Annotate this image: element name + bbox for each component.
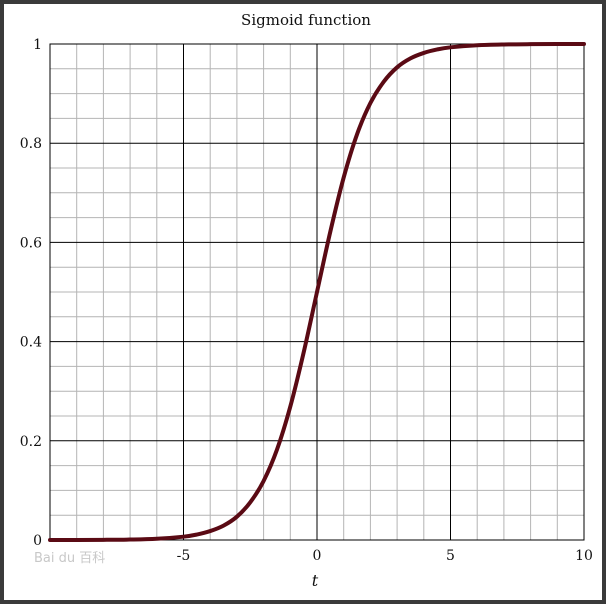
x-tick-label: 0 — [313, 548, 322, 564]
y-tick-labels: 0 0.2 0.4 0.6 0.8 1 — [20, 37, 42, 549]
y-tick-label: 0.2 — [20, 434, 42, 450]
baidu-watermark: Bai du 百科 — [34, 551, 105, 566]
x-tick-label: -5 — [177, 548, 191, 564]
chart-title: Sigmoid function — [241, 11, 371, 29]
chart-frame: -5 0 5 10 0 0.2 0.4 0.6 0.8 1 Sigmoid function t… — [4, 4, 602, 600]
y-tick-label: 0.6 — [20, 235, 42, 251]
sigmoid-chart: -5 0 5 10 0 0.2 0.4 0.6 0.8 1 Sigmoid function t… — [20, 11, 593, 590]
y-tick-label: 0.8 — [20, 136, 42, 152]
x-tick-label: 5 — [446, 548, 455, 564]
y-tick-label: 1 — [33, 37, 42, 53]
x-tick-labels: -5 0 5 10 — [177, 548, 593, 564]
x-axis-label: t — [312, 571, 319, 590]
x-tick-label: 10 — [575, 548, 593, 564]
sigmoid-curve — [48, 42, 586, 542]
plot-border — [49, 43, 585, 541]
y-tick-label: 0 — [33, 533, 42, 549]
y-tick-label: 0.4 — [20, 335, 42, 351]
